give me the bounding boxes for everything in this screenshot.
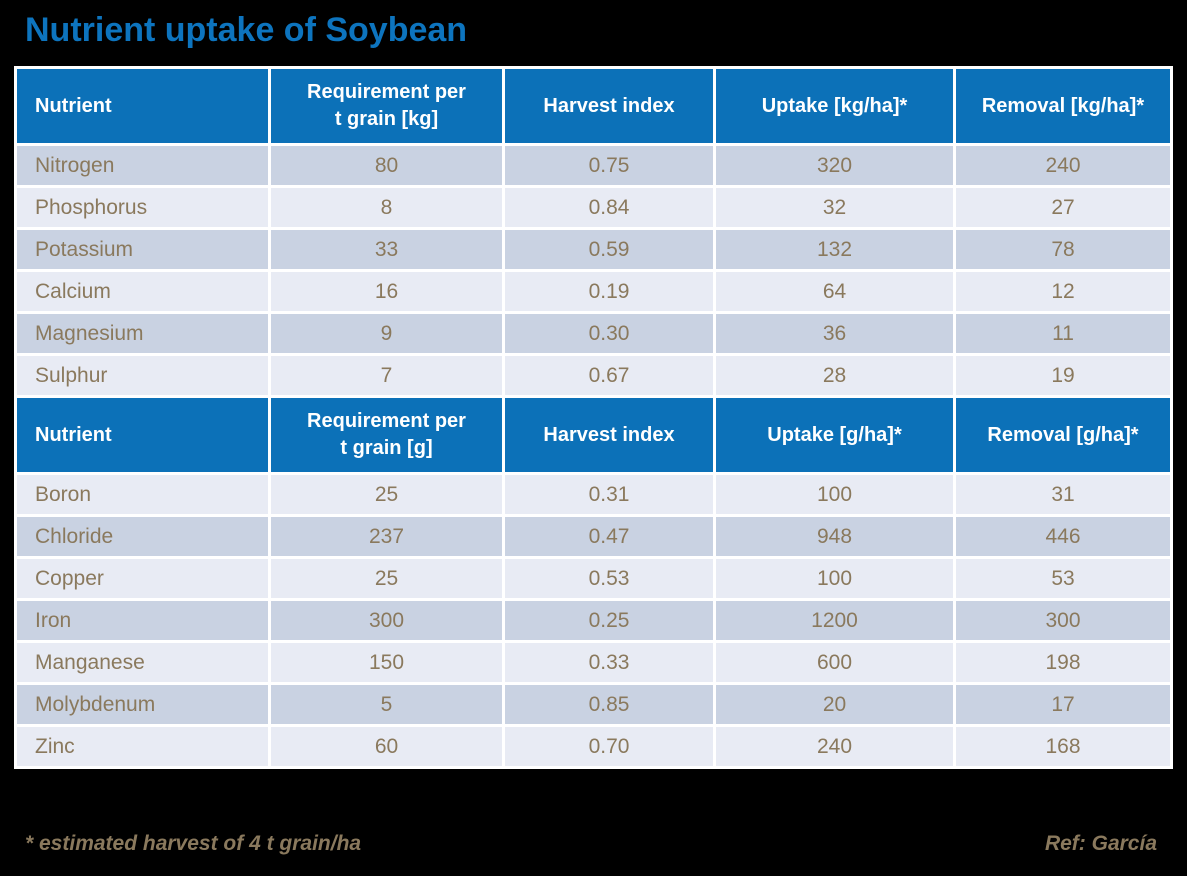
nutrient-name-cell: Iron: [17, 601, 268, 640]
value-cell: 9: [271, 314, 502, 353]
nutrient-name-cell: Boron: [17, 475, 268, 514]
column-header: Nutrient: [17, 69, 268, 143]
value-cell: 17: [956, 685, 1170, 724]
value-cell: 198: [956, 643, 1170, 682]
nutrient-name-cell: Potassium: [17, 230, 268, 269]
value-cell: 0.25: [505, 601, 713, 640]
column-header: Requirement per t grain [kg]: [271, 69, 502, 143]
value-cell: 240: [716, 727, 953, 766]
value-cell: 0.67: [505, 356, 713, 395]
value-cell: 16: [271, 272, 502, 311]
value-cell: 0.31: [505, 475, 713, 514]
value-cell: 237: [271, 517, 502, 556]
value-cell: 25: [271, 475, 502, 514]
nutrient-name-cell: Phosphorus: [17, 188, 268, 227]
value-cell: 132: [716, 230, 953, 269]
nutrient-name-cell: Zinc: [17, 727, 268, 766]
table-row: Boron 25 0.31 100 31: [17, 475, 1170, 514]
table-row: Zinc 60 0.70 240 168: [17, 727, 1170, 766]
value-cell: 300: [956, 601, 1170, 640]
header-row: Nutrient Requirement per t grain [kg] Harv…: [17, 69, 1170, 143]
nutrient-name-cell: Sulphur: [17, 356, 268, 395]
page-title: Nutrient uptake of Soybean: [25, 11, 468, 49]
column-header: Nutrient: [17, 398, 268, 472]
value-cell: 53: [956, 559, 1170, 598]
value-cell: 0.70: [505, 727, 713, 766]
nutrient-name-cell: Molybdenum: [17, 685, 268, 724]
value-cell: 25: [271, 559, 502, 598]
value-cell: 0.85: [505, 685, 713, 724]
reference: Ref: García: [1044, 832, 1157, 855]
value-cell: 5: [271, 685, 502, 724]
footnote: * estimated harvest of 4 t grain/ha: [25, 832, 362, 855]
value-cell: 27: [956, 188, 1170, 227]
value-cell: 0.19: [505, 272, 713, 311]
value-cell: 948: [716, 517, 953, 556]
value-cell: 19: [956, 356, 1170, 395]
nutrient-name-cell: Chloride: [17, 517, 268, 556]
value-cell: 11: [956, 314, 1170, 353]
column-header: Harvest index: [505, 398, 713, 472]
value-cell: 600: [716, 643, 953, 682]
value-cell: 32: [716, 188, 953, 227]
value-cell: 0.75: [505, 146, 713, 185]
value-cell: 240: [956, 146, 1170, 185]
table-row: Manganese 150 0.33 600 198: [17, 643, 1170, 682]
table-row: Phosphorus 8 0.84 32 27: [17, 188, 1170, 227]
nutrient-name-cell: Nitrogen: [17, 146, 268, 185]
value-cell: 168: [956, 727, 1170, 766]
value-cell: 0.33: [505, 643, 713, 682]
value-cell: 28: [716, 356, 953, 395]
table-row: Copper 25 0.53 100 53: [17, 559, 1170, 598]
table-row: Nitrogen 80 0.75 320 240: [17, 146, 1170, 185]
value-cell: 12: [956, 272, 1170, 311]
value-cell: 8: [271, 188, 502, 227]
value-cell: 446: [956, 517, 1170, 556]
value-cell: 300: [271, 601, 502, 640]
value-cell: 1200: [716, 601, 953, 640]
column-header: Requirement per t grain [g]: [271, 398, 502, 472]
column-header: Removal [kg/ha]*: [956, 69, 1170, 143]
value-cell: 100: [716, 559, 953, 598]
value-cell: 80: [271, 146, 502, 185]
value-cell: 60: [271, 727, 502, 766]
column-header: Removal [g/ha]*: [956, 398, 1170, 472]
table-row: Sulphur 7 0.67 28 19: [17, 356, 1170, 395]
footer: * estimated harvest of 4 t grain/ha Ref:…: [0, 830, 1187, 870]
table-row: Potassium 33 0.59 132 78: [17, 230, 1170, 269]
nutrient-table-body: Nutrient Requirement per t grain [kg] Harv…: [17, 69, 1170, 766]
value-cell: 0.30: [505, 314, 713, 353]
value-cell: 0.47: [505, 517, 713, 556]
value-cell: 33: [271, 230, 502, 269]
value-cell: 320: [716, 146, 953, 185]
nutrient-table: Nutrient Requirement per t grain [kg] Harv…: [14, 66, 1173, 769]
nutrient-name-cell: Magnesium: [17, 314, 268, 353]
value-cell: 100: [716, 475, 953, 514]
nutrient-name-cell: Copper: [17, 559, 268, 598]
value-cell: 20: [716, 685, 953, 724]
column-header: Harvest index: [505, 69, 713, 143]
header-row: Nutrient Requirement per t grain [g] Harve…: [17, 398, 1170, 472]
value-cell: 0.59: [505, 230, 713, 269]
value-cell: 78: [956, 230, 1170, 269]
column-header: Uptake [g/ha]*: [716, 398, 953, 472]
value-cell: 31: [956, 475, 1170, 514]
column-header: Uptake [kg/ha]*: [716, 69, 953, 143]
value-cell: 0.84: [505, 188, 713, 227]
value-cell: 150: [271, 643, 502, 682]
table-row: Molybdenum 5 0.85 20 17: [17, 685, 1170, 724]
table-row: Iron 300 0.25 1200 300: [17, 601, 1170, 640]
nutrient-name-cell: Manganese: [17, 643, 268, 682]
value-cell: 64: [716, 272, 953, 311]
value-cell: 36: [716, 314, 953, 353]
table-row: Magnesium 9 0.30 36 11: [17, 314, 1170, 353]
value-cell: 0.53: [505, 559, 713, 598]
table-row: Calcium 16 0.19 64 12: [17, 272, 1170, 311]
value-cell: 7: [271, 356, 502, 395]
nutrient-name-cell: Calcium: [17, 272, 268, 311]
table-row: Chloride 237 0.47 948 446: [17, 517, 1170, 556]
